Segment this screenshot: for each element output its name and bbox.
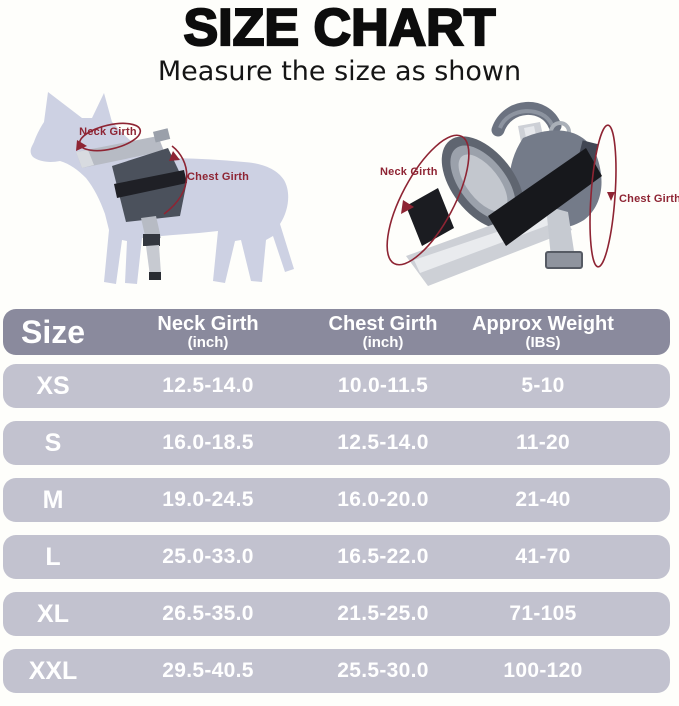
column-header-chest-girth: Chest Girth (inch)	[328, 313, 438, 351]
harness-chest-girth-annotation: Chest Girth	[589, 124, 679, 268]
dog-chest-girth-label: Chest Girth	[187, 171, 249, 183]
chest-girth-value: 10.0-11.5	[337, 374, 429, 397]
size-value: M	[42, 485, 64, 514]
table-row-xl: XL 26.5-35.0 21.5-25.0 71-105	[3, 592, 670, 636]
harness-measurement-diagram: Neck Girth Chest Girth	[380, 102, 679, 286]
size-value: XXL	[28, 656, 78, 685]
table-header-row: Size Neck Girth (inch) Chest Girth (inch…	[3, 309, 670, 355]
neck-girth-value: 19.0-24.5	[162, 488, 254, 511]
table-row-s: S 16.0-18.5 12.5-14.0 11-20	[3, 421, 670, 465]
dog-harness	[76, 128, 187, 280]
chest-girth-value: 25.5-30.0	[337, 659, 429, 682]
chest-girth-value: 12.5-14.0	[337, 431, 429, 454]
table-row-m: M 19.0-24.5 16.0-20.0 21-40	[3, 478, 670, 522]
neck-girth-value: 26.5-35.0	[162, 602, 254, 625]
size-value: XS	[36, 371, 70, 400]
neck-girth-value: 16.0-18.5	[162, 431, 254, 454]
chest-girth-value: 16.0-20.0	[337, 488, 429, 511]
page-title: SIZE CHART	[182, 0, 496, 57]
harness-neck-girth-annotation: Neck Girth	[380, 134, 470, 266]
neck-girth-value: 12.5-14.0	[162, 374, 254, 397]
weight-value: 41-70	[515, 545, 571, 568]
column-header-approx-weight: Approx Weight (IBS)	[472, 313, 614, 351]
column-header-neck-girth: Neck Girth (inch)	[157, 313, 259, 351]
table-row-l: L 25.0-33.0 16.5-22.0 41-70	[3, 535, 670, 579]
weight-value: 100-120	[503, 659, 583, 682]
weight-value: 5-10	[521, 374, 565, 397]
harness-chest-girth-label: Chest Girth	[619, 193, 679, 205]
size-value: XL	[37, 599, 69, 628]
table-row-xs: XS 12.5-14.0 10.0-11.5 5-10	[3, 364, 670, 408]
harness-illustration	[406, 102, 602, 286]
harness-neck-girth-label: Neck Girth	[380, 166, 438, 178]
page-subtitle: Measure the size as shown	[157, 56, 522, 87]
size-value: L	[45, 542, 61, 571]
dog-neck-girth-annotation: Neck Girth	[76, 122, 142, 152]
dog-neck-girth-label: Neck Girth	[79, 126, 137, 138]
size-table: Size Neck Girth (inch) Chest Girth (inch…	[3, 309, 670, 706]
neck-girth-value: 25.0-33.0	[162, 545, 254, 568]
chest-girth-value: 16.5-22.0	[337, 545, 429, 568]
neck-girth-value: 29.5-40.5	[162, 659, 254, 682]
table-row-xxl: XXL 29.5-40.5 25.5-30.0 100-120	[3, 649, 670, 693]
column-header-size: Size	[20, 314, 86, 350]
dog-measurement-diagram: Neck Girth Chest Girth	[30, 92, 295, 284]
weight-value: 11-20	[515, 431, 571, 454]
weight-value: 21-40	[515, 488, 571, 511]
dog-chest-girth-annotation: Chest Girth	[163, 145, 249, 215]
weight-value: 71-105	[509, 602, 577, 625]
size-value: S	[44, 428, 62, 457]
chest-girth-value: 21.5-25.0	[337, 602, 429, 625]
